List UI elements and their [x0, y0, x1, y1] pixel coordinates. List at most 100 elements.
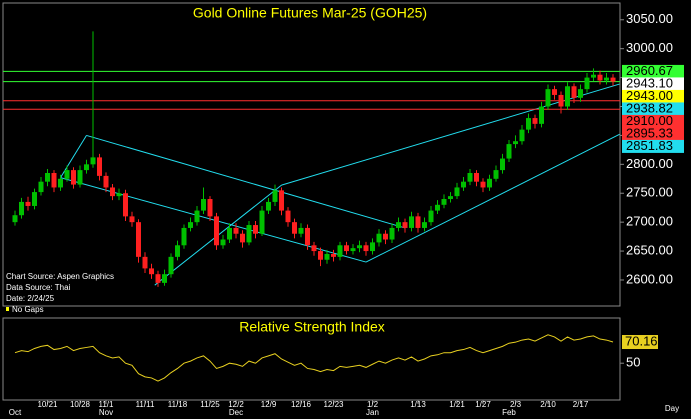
price-panel — [2, 2, 621, 307]
trendline — [365, 133, 620, 263]
annotation: Date: 2/24/25 — [6, 294, 55, 303]
candle-body — [389, 227, 395, 240]
candle-body — [539, 106, 544, 124]
rsi-value-box — [622, 335, 658, 350]
x-tick-label: 11/11 — [136, 400, 155, 409]
candle-body — [500, 158, 505, 171]
chart-title: Gold Online Futures Mar-25 (GOH25) — [193, 5, 427, 21]
rsi-panel — [2, 317, 621, 401]
candle-body — [441, 199, 447, 205]
candle-body — [409, 216, 414, 228]
annotation: No Gaps — [12, 305, 44, 314]
candle-body — [350, 248, 356, 252]
x-tick-label: 11/1 — [99, 400, 115, 409]
candle-body — [370, 242, 375, 252]
candle-body — [591, 74, 596, 78]
candle-body — [45, 173, 50, 182]
level-box — [622, 139, 684, 153]
x-tick-label: 12/16 — [291, 400, 312, 409]
candle-body — [97, 157, 102, 176]
candle-body — [552, 89, 557, 95]
candle-body — [435, 204, 440, 211]
level-label: 2851.83 — [626, 138, 673, 153]
x-tick-label: 11/25 — [200, 400, 220, 409]
candle-body — [233, 227, 239, 234]
candle-body — [344, 245, 349, 252]
rsi-value-label: 70.16 — [625, 333, 658, 348]
candle-body — [337, 245, 343, 257]
candle-body — [571, 86, 577, 98]
candle-body — [240, 233, 245, 243]
candle-body — [175, 245, 180, 257]
level-box — [622, 127, 684, 141]
candle-body — [214, 216, 219, 246]
candle-body — [597, 74, 603, 81]
y-tick-label: 50 — [626, 355, 640, 370]
candle-body — [506, 144, 512, 159]
candle-body — [90, 157, 96, 165]
x-tick-label: 10/28 — [70, 400, 91, 409]
y-tick-label: 2750.00 — [626, 185, 673, 200]
candle-body — [194, 210, 200, 223]
candle-body — [467, 173, 473, 182]
level-label: 2943.10 — [626, 75, 673, 90]
candle-body — [480, 181, 486, 188]
trendline — [86, 134, 406, 229]
candle-body — [428, 210, 434, 223]
level-box — [622, 114, 684, 128]
candle-body — [565, 86, 570, 107]
y-tick-label: 2600.00 — [626, 271, 673, 286]
candle-body — [474, 173, 479, 182]
month-label: Oct — [9, 408, 22, 417]
candle-body — [448, 196, 453, 200]
candle-body — [415, 216, 421, 228]
candle-body — [116, 193, 122, 197]
month-label: Nov — [99, 408, 113, 417]
x-tick-label: 2/17 — [573, 400, 589, 409]
candle-body — [532, 118, 538, 124]
x-axis-label: Day — [665, 404, 679, 413]
candle-body — [19, 201, 24, 216]
candle-body — [259, 210, 265, 234]
candle-body — [77, 170, 83, 185]
candle-body — [51, 173, 57, 188]
candle-body — [207, 199, 213, 217]
candle-body — [142, 256, 148, 269]
x-tick-label: 11/18 — [168, 400, 188, 409]
candle-body — [103, 175, 109, 188]
candle-body — [58, 178, 63, 188]
candle-body — [311, 245, 317, 252]
month-label: Dec — [229, 408, 243, 417]
candle-body — [71, 170, 76, 185]
x-tick-label: 10/21 — [37, 400, 58, 409]
level-label: 2910.00 — [626, 113, 673, 128]
candle-body — [487, 178, 492, 188]
candle-body — [422, 222, 427, 228]
rsi-line — [14, 334, 614, 382]
annotation: Chart Source: Aspen Graphics — [6, 272, 114, 281]
candle-body — [149, 268, 154, 275]
candle-body — [227, 227, 232, 240]
candle-body — [181, 227, 187, 246]
candle-body — [604, 77, 609, 81]
candle-body — [272, 190, 278, 202]
level-label: 2895.33 — [626, 125, 673, 140]
x-tick-label: 12/23 — [323, 400, 344, 409]
candle-body — [84, 164, 89, 171]
rsi-title: Relative Strength Index — [239, 319, 385, 335]
x-tick-label: 1/21 — [449, 400, 465, 409]
level-box — [622, 64, 684, 78]
candle-body — [12, 215, 18, 223]
candle-body — [279, 190, 284, 211]
y-tick-label: 2800.00 — [626, 156, 673, 171]
level-label: 2943.00 — [626, 88, 673, 103]
level-box — [622, 89, 684, 103]
month-label: Jan — [366, 408, 379, 417]
level-box — [622, 102, 684, 116]
level-label: 2960.67 — [626, 63, 673, 78]
candle-body — [396, 222, 401, 228]
candle-body — [123, 193, 128, 217]
level-label: 2938.82 — [626, 100, 673, 115]
